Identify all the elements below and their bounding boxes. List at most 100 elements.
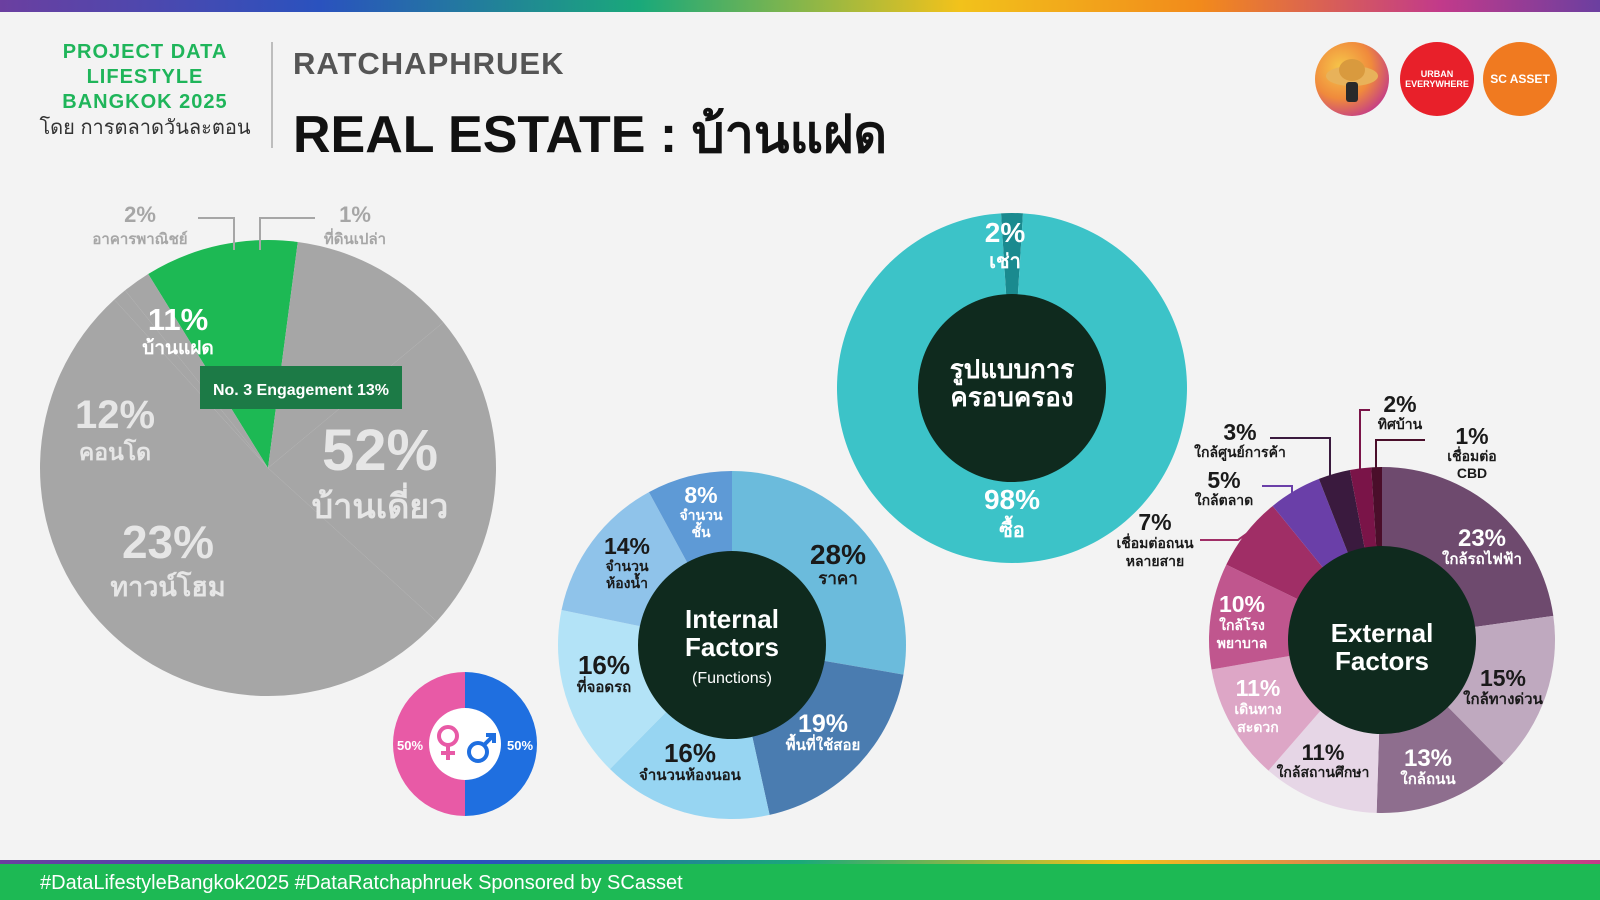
- page-title: REAL ESTATE : บ้านแฝด: [293, 106, 888, 164]
- sc-asset-logo: SC ASSET: [1483, 42, 1557, 116]
- property-pie-label-2: ทาวน์โฮม: [110, 570, 225, 602]
- property-pie-leader-4: [259, 217, 315, 250]
- external-pie-leader-6: [1200, 529, 1253, 541]
- engagement-badge-text: No. 3 Engagement 13%: [213, 382, 389, 399]
- property-pie-value-0: 11%: [148, 302, 208, 337]
- external-pie-value-1: 15%: [1480, 665, 1526, 691]
- property-pie-value-5: 2%: [124, 202, 156, 227]
- external-pie-label-1: ใกล้ทางด่วน: [1463, 690, 1543, 708]
- internal-pie-label-5: จำนวน: [679, 507, 722, 523]
- external-pie-value-0: 23%: [1458, 525, 1506, 552]
- male-icon-arrow: [482, 733, 496, 747]
- property-pie-label-0: บ้านแฝด: [142, 337, 213, 359]
- brand-line-1: PROJECT DATA: [62, 41, 228, 63]
- external-pie-label-5-1: พยาบาล: [1217, 635, 1268, 651]
- external-pie-label-4: เดินทาง: [1234, 701, 1282, 717]
- brand-block: PROJECT DATA LIFESTYLE BANGKOK 2025 โดย …: [30, 40, 260, 141]
- ownership-pie-value-0: 2%: [985, 217, 1026, 248]
- external-pie-label-5: ใกล้โรง: [1219, 616, 1265, 633]
- external-pie-value-3: 11%: [1302, 740, 1345, 765]
- brand-line-2: LIFESTYLE: [86, 66, 204, 88]
- external-pie-label-4-1: สะดวก: [1237, 719, 1279, 735]
- external-pie-label-0: ใกล้รถไฟฟ้า: [1442, 549, 1522, 568]
- footer-text: #DataLifestyleBangkok2025 #DataRatchaphr…: [40, 872, 683, 894]
- external-pie-value-10: 1%: [1455, 423, 1488, 449]
- ownership-pie-label-0: เช่า: [989, 251, 1021, 273]
- internal-pie-value-2: 16%: [664, 738, 716, 768]
- gender-label-1: 50%: [507, 738, 533, 753]
- internal-pie-value-4: 14%: [604, 533, 650, 559]
- property-pie-value-3: 52%: [322, 418, 438, 483]
- top-gradient-bar: [0, 0, 1600, 12]
- internal-center-sub: (Functions): [692, 670, 772, 687]
- property-pie-slice-5: [125, 274, 268, 468]
- internal-pie-value-0: 28%: [810, 539, 866, 570]
- internal-pie-label-3: ที่จอดรถ: [577, 676, 632, 696]
- property-pie-label-5: อาคารพาณิชย์: [92, 230, 187, 248]
- internal-pie-value-1: 19%: [798, 710, 848, 738]
- external-center-line-2: Factors: [1335, 646, 1429, 676]
- title-divider: [271, 42, 273, 148]
- brand-line-3: BANGKOK 2025: [62, 91, 228, 113]
- property-pie-slice-3: [40, 299, 437, 696]
- external-pie-label-9: ทิศบ้าน: [1378, 416, 1423, 432]
- internal-pie-value-5: 8%: [684, 482, 717, 508]
- urban-everywhere-logo: URBAN EVERYWHERE: [1400, 42, 1474, 116]
- external-pie-leader-10: [1375, 439, 1425, 468]
- external-pie-leader-7: [1262, 485, 1293, 500]
- external-center-line-1: External: [1331, 618, 1434, 648]
- external-pie-label-3: ใกล้สถานศึกษา: [1277, 763, 1370, 780]
- property-pie-leader-5: [198, 217, 235, 250]
- property-pie-value-1: 12%: [75, 393, 155, 437]
- ownership-center-line-2: ครอบครอง: [950, 382, 1073, 412]
- internal-center-line-1: Internal: [685, 604, 779, 634]
- external-pie-value-9: 2%: [1383, 391, 1416, 417]
- internal-pie-label-1: พื้นที่ใช้สอย: [786, 733, 861, 754]
- external-pie-leader-9: [1359, 409, 1370, 470]
- ownership-pie-label-1: ซื้อ: [999, 515, 1025, 542]
- external-pie-label-2: ใกล้ถนน: [1400, 770, 1456, 788]
- brand-by: โดย การตลาดวันละตอน: [39, 117, 251, 139]
- external-pie-value-7: 5%: [1207, 467, 1240, 493]
- footer-bar: #DataLifestyleBangkok2025 #DataRatchaphr…: [0, 860, 1600, 900]
- logo-2-line-2: EVERYWHERE: [1405, 79, 1469, 89]
- ownership-center: [918, 294, 1106, 482]
- property-pie-label-1: คอนโด: [79, 438, 151, 465]
- property-pie-slice-1: [268, 241, 444, 468]
- property-pie-slice-4: [114, 290, 269, 468]
- external-pie-label-10: เชื่อมต่อ: [1447, 446, 1496, 464]
- external-pie-leader-8: [1270, 437, 1331, 478]
- external-pie-label-6: เชื่อมต่อถนน: [1116, 533, 1193, 551]
- male-icon: [467, 741, 489, 763]
- external-pie-label-6-1: หลายสาย: [1126, 553, 1184, 569]
- external-pie-value-6: 7%: [1138, 509, 1171, 535]
- external-pie-value-8: 3%: [1223, 419, 1256, 445]
- influencer-logo: [1315, 42, 1389, 116]
- internal-pie-value-3: 16%: [578, 650, 630, 680]
- external-center: [1288, 546, 1476, 734]
- external-pie-value-5: 10%: [1219, 591, 1265, 617]
- hat-icon: [1326, 59, 1378, 102]
- ownership-center-line-1: รูปแบบการ: [950, 354, 1075, 386]
- external-pie-value-2: 13%: [1404, 745, 1452, 772]
- internal-pie-label-5-1: ชั้น: [691, 521, 711, 540]
- external-pie-label-10-1: CBD: [1457, 465, 1487, 481]
- page-subtitle: RATCHAPHRUEK: [293, 46, 565, 81]
- internal-pie-label-4: จำนวน: [605, 558, 648, 574]
- property-pie-value-2: 23%: [122, 516, 214, 568]
- external-pie-value-4: 11%: [1236, 675, 1281, 701]
- footer-gradient-line: [0, 860, 1600, 864]
- external-pie-label-7: ใกล้ตลาด: [1195, 491, 1254, 508]
- internal-center-line-2: Factors: [685, 632, 779, 662]
- ownership-pie-value-1: 98%: [984, 484, 1040, 515]
- property-pie-value-4: 1%: [339, 202, 371, 227]
- property-pie-slice-0: [148, 240, 298, 468]
- property-pie-slice-2: [268, 322, 496, 622]
- property-pie-label-3: บ้านเดี่ยว: [312, 482, 449, 526]
- external-pie-label-8: ใกล้ศูนย์การค้า: [1194, 443, 1286, 461]
- internal-pie-label-2: จำนวนห้องนอน: [639, 767, 742, 784]
- logo-2-line-1: URBAN: [1420, 69, 1454, 79]
- gender-center: [429, 708, 501, 780]
- internal-pie-label-0: ราคา: [818, 569, 858, 588]
